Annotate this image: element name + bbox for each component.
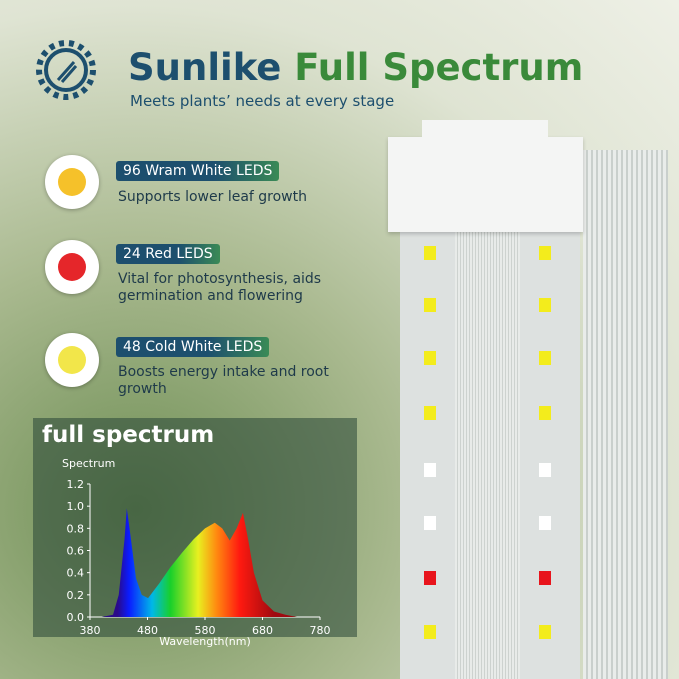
feature-label: 96 Wram White LEDS bbox=[116, 161, 280, 181]
x-axis-label: Wavelength(nm) bbox=[159, 635, 251, 648]
led bbox=[539, 246, 551, 260]
led bbox=[539, 351, 551, 365]
y-tick-label: 1.0 bbox=[67, 500, 85, 513]
led-icon bbox=[45, 333, 99, 387]
led bbox=[539, 298, 551, 312]
x-tick-label: 780 bbox=[310, 624, 331, 637]
title-accent: Full Spectrum bbox=[294, 46, 584, 89]
y-tick-label: 0.4 bbox=[67, 567, 85, 580]
y-axis-label: Spectrum bbox=[62, 457, 115, 470]
feature-description: Boosts energy intake and root growth bbox=[118, 364, 329, 397]
end-cap-top bbox=[422, 120, 548, 140]
chart-title: full spectrum bbox=[42, 422, 214, 448]
y-tick-label: 0.6 bbox=[67, 545, 85, 558]
led-column bbox=[424, 246, 551, 639]
led bbox=[424, 625, 436, 639]
title-main: Sunlike bbox=[128, 46, 282, 89]
subtitle: Meets plants’ needs at every stage bbox=[130, 92, 395, 110]
led-icon bbox=[45, 155, 99, 209]
feature-description: Supports lower leaf growth bbox=[118, 189, 307, 205]
led bbox=[424, 406, 436, 420]
feature-description: Vital for photosynthesis, aids germinati… bbox=[118, 271, 322, 304]
feature-label: 48 Cold White LEDS bbox=[116, 337, 270, 357]
title: Sunlike Full Spectrum bbox=[128, 46, 583, 89]
led bbox=[424, 298, 436, 312]
y-tick-label: 0.0 bbox=[67, 611, 85, 624]
center-strip bbox=[455, 232, 520, 679]
feature-label: 24 Red LEDS bbox=[116, 244, 220, 264]
logo bbox=[36, 40, 96, 100]
x-tick-label: 680 bbox=[252, 624, 273, 637]
led bbox=[539, 516, 551, 530]
x-tick-label: 480 bbox=[137, 624, 158, 637]
led bbox=[539, 571, 551, 585]
y-tick-label: 0.2 bbox=[67, 589, 85, 602]
led bbox=[424, 351, 436, 365]
heatsink bbox=[583, 150, 668, 679]
y-tick-label: 0.8 bbox=[67, 522, 85, 535]
led bbox=[424, 516, 436, 530]
led bbox=[424, 571, 436, 585]
x-tick-label: 380 bbox=[80, 624, 101, 637]
led bbox=[424, 246, 436, 260]
x-tick-label: 580 bbox=[195, 624, 216, 637]
y-tick-label: 1.2 bbox=[67, 478, 85, 491]
led-icon bbox=[45, 240, 99, 294]
led bbox=[539, 463, 551, 477]
led bbox=[424, 463, 436, 477]
end-cap bbox=[388, 137, 583, 232]
led bbox=[539, 625, 551, 639]
led bbox=[539, 406, 551, 420]
spectrum-area bbox=[90, 508, 320, 617]
